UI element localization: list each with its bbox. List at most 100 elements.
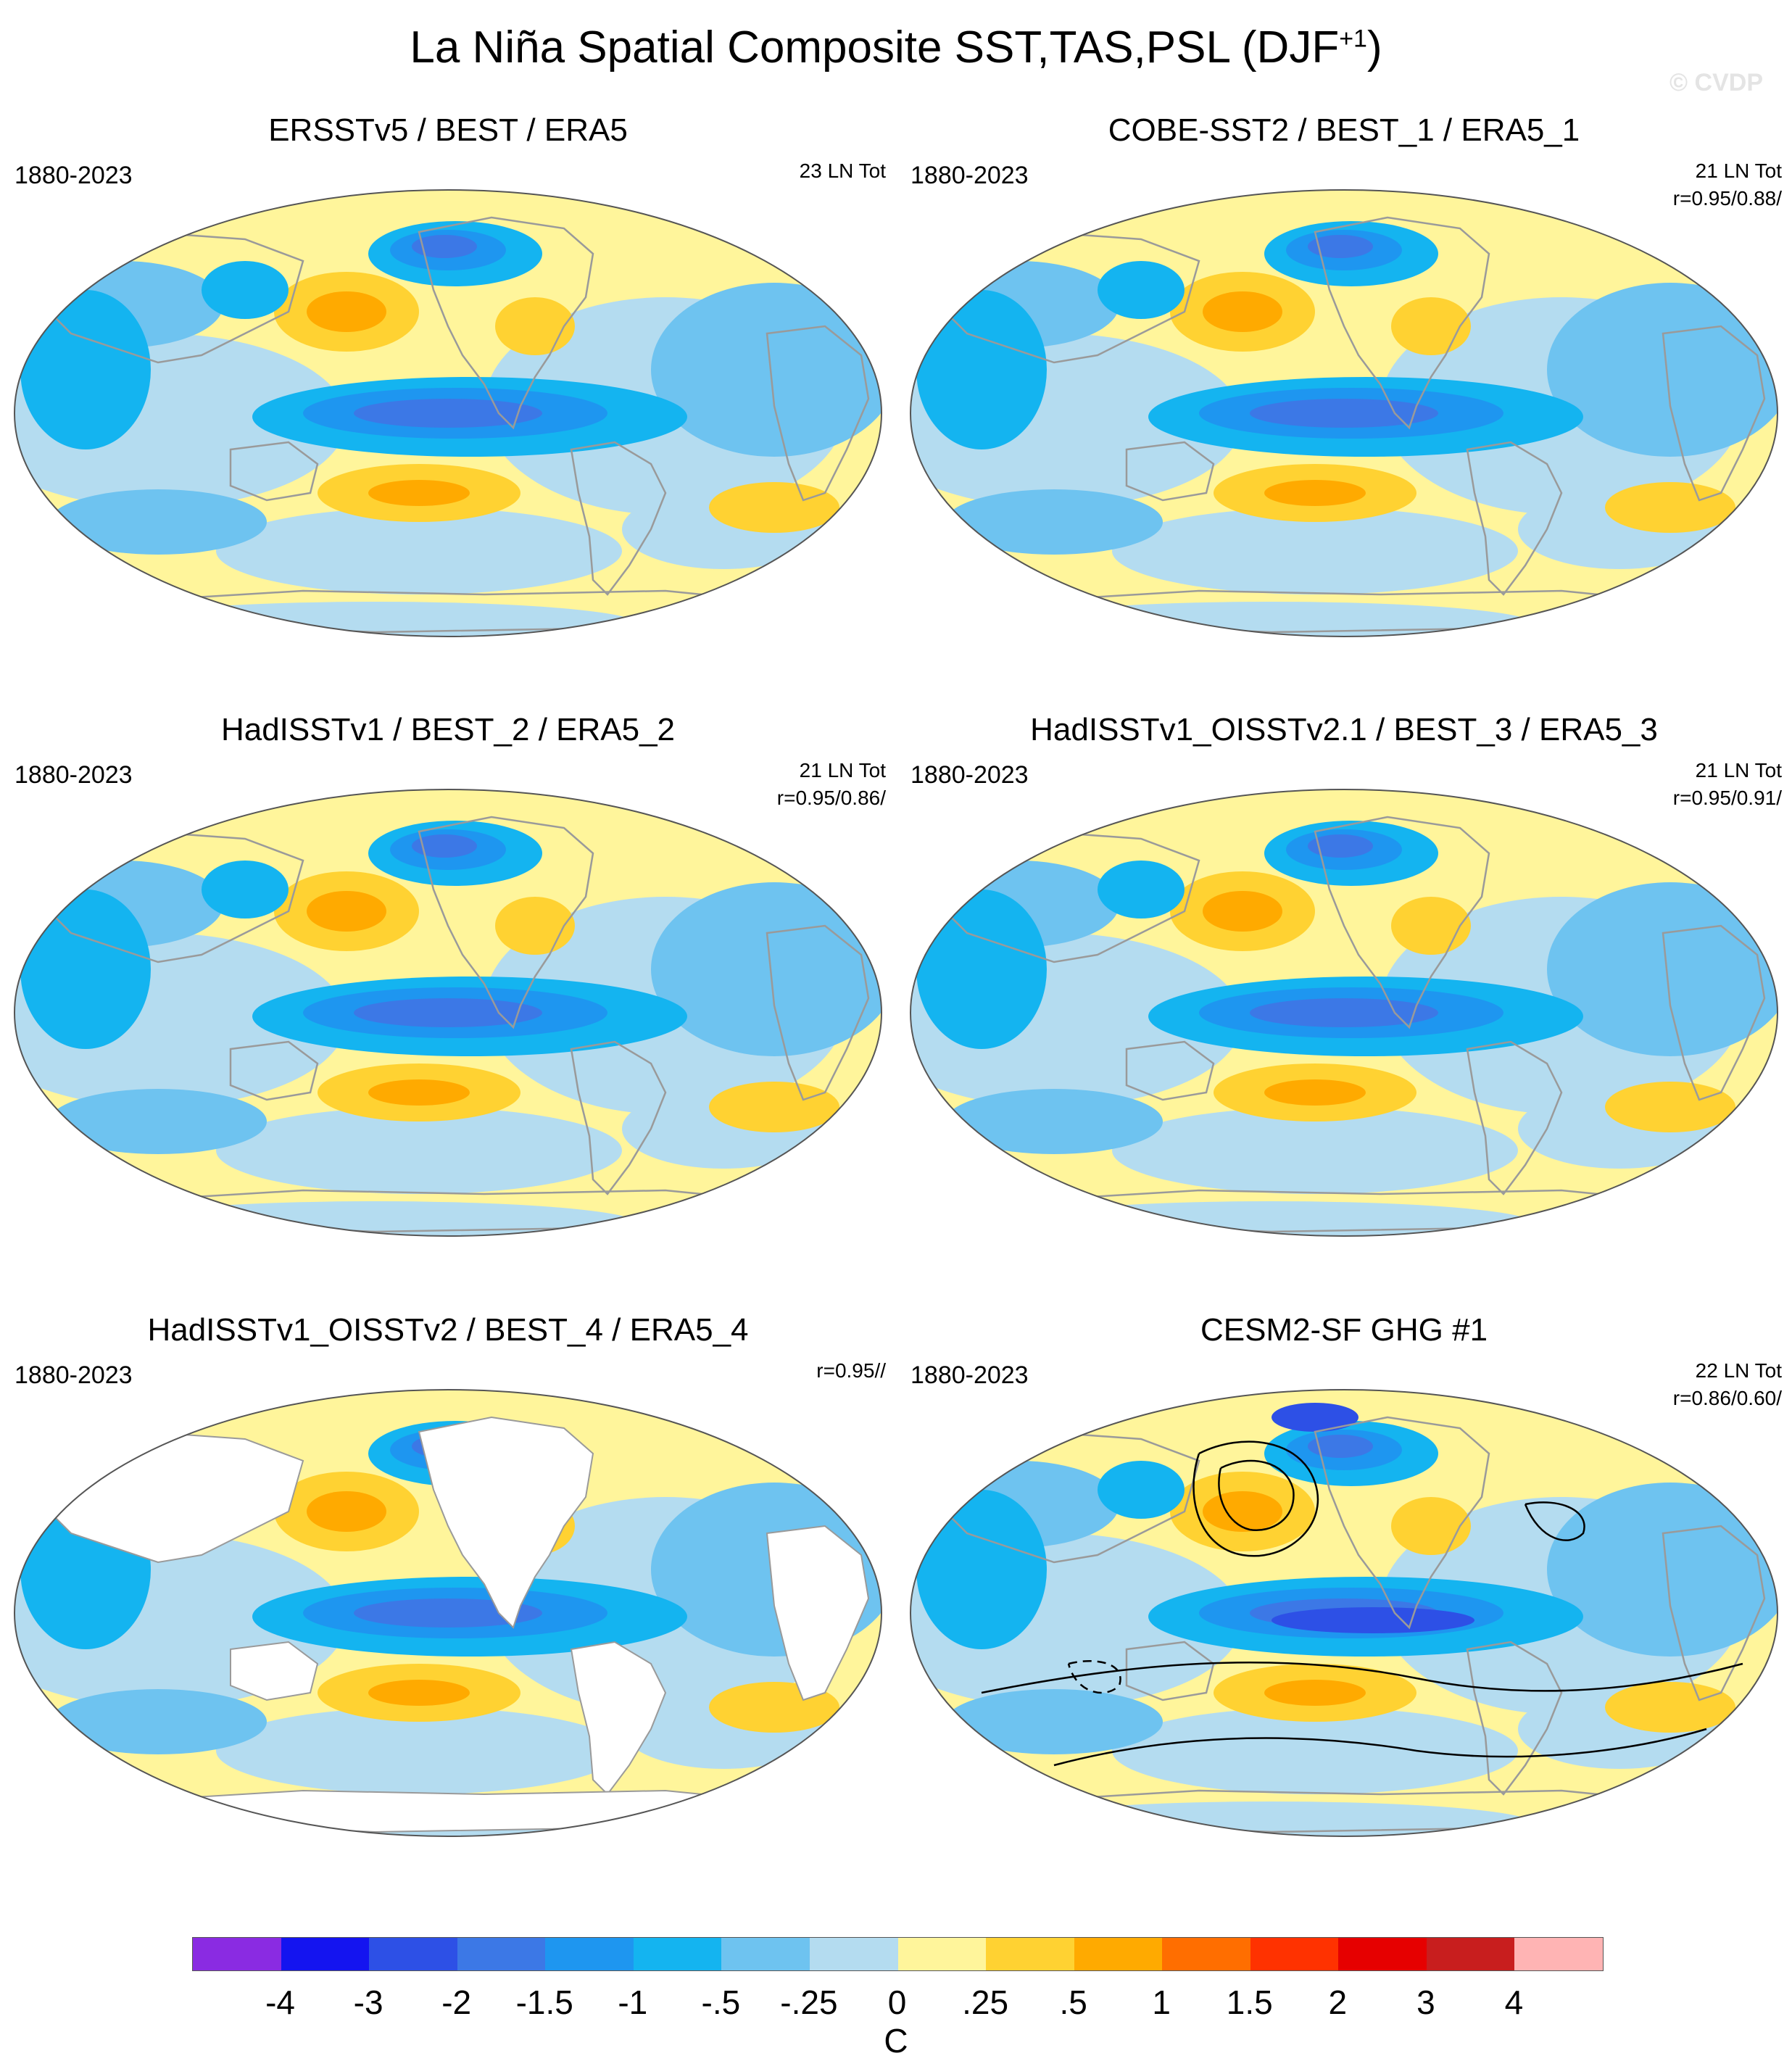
- map-field: [910, 1390, 1778, 1836]
- anomaly-region: [916, 290, 1047, 449]
- map-field: [14, 789, 882, 1236]
- anomaly-region: [1098, 261, 1185, 319]
- colorbar-swatch: [193, 1938, 281, 1970]
- coastline: [418, 816, 594, 1029]
- colorbar-tick-label: -1.5: [515, 1983, 573, 2021]
- colorbar-tick-label: -2: [441, 1983, 472, 2021]
- figure-title: La Niña Spatial Composite SST,TAS,PSL (D…: [410, 22, 1382, 72]
- colorbar-swatch: [633, 1938, 722, 1970]
- map-panel: CESM2-SF GHG #1 1880-2023 22 LN Tot r=0.86/…: [896, 1312, 1792, 1914]
- coastline: [418, 216, 594, 430]
- anomaly-region: [916, 1490, 1047, 1649]
- panel-stat-count: 23 LN Tot: [799, 159, 886, 182]
- coastline: [1314, 216, 1490, 430]
- map-border: [14, 1389, 882, 1837]
- anomaly-region: [1098, 1461, 1185, 1519]
- coastline: [937, 231, 1200, 364]
- panel-title: COBE-SST2 / BEST_1 / ERA5_1: [1108, 112, 1580, 148]
- panel-stat-count: 21 LN Tot: [1695, 759, 1782, 781]
- anomaly-region: [412, 834, 477, 858]
- psl-contours: [981, 1440, 1743, 1767]
- map-panel: HadISSTv1_OISSTv2 / BEST_4 / ERA5_4 1880-…: [0, 1312, 896, 1914]
- anomaly-region: [1112, 1707, 1518, 1794]
- colorbar-swatch: [1162, 1938, 1250, 1970]
- pressure-contour: [1524, 1501, 1585, 1541]
- anomaly-region: [1605, 482, 1735, 533]
- anomaly-region: [1112, 1107, 1518, 1194]
- anomaly-region: [1391, 297, 1471, 355]
- anomaly-region: [1391, 897, 1471, 955]
- coastline: [230, 1641, 319, 1701]
- pressure-contour: [1053, 1728, 1707, 1767]
- panel-title: HadISSTv1_OISSTv2.1 / BEST_3 / ERA5_3: [1030, 712, 1658, 747]
- colorbar: [192, 1937, 1604, 1971]
- anomaly-region: [49, 489, 267, 555]
- panel-stats: 23 LN Tot: [800, 157, 886, 185]
- world-map: [910, 189, 1778, 637]
- colorbar-tick-label: 4: [1504, 1983, 1524, 2021]
- colorbar-swatch: [281, 1938, 370, 1970]
- coastline: [1466, 1641, 1563, 1796]
- anomaly-region: [1264, 480, 1366, 506]
- anomaly-region: [1203, 891, 1282, 932]
- anomaly-region: [1308, 834, 1373, 858]
- coastline: [1314, 816, 1490, 1029]
- coastline: [570, 1040, 667, 1195]
- colorbar-unit: C: [884, 2022, 908, 2060]
- coastline: [41, 231, 304, 364]
- anomaly-region: [1308, 1435, 1373, 1458]
- coastline: [1314, 1416, 1490, 1630]
- panel-stat-count: 21 LN Tot: [799, 759, 886, 781]
- panel-stats: 21 LN Tot r=0.95/0.86/: [777, 757, 886, 812]
- map-field: [910, 190, 1778, 637]
- anomaly-region: [368, 480, 470, 506]
- colorbar-tick-label: 1: [1152, 1983, 1171, 2021]
- anomaly-region: [307, 291, 386, 332]
- anomaly-region: [1203, 291, 1282, 332]
- anomaly-region: [495, 297, 575, 355]
- colorbar-tick-label: -.25: [780, 1983, 838, 2021]
- panel-years: 1880-2023: [910, 1361, 1029, 1389]
- colorbar-tick-label: 1.5: [1226, 1983, 1273, 2021]
- colorbar-labels: -4 -3 -2 -1.5 -1 -.5 -.25 0 .25 .5 1 1.5 2 3 4: [0, 1983, 1792, 2026]
- colorbar-swatch: [369, 1938, 457, 1970]
- coastline: [570, 1641, 667, 1796]
- panel-years: 1880-2023: [14, 761, 133, 789]
- map-border: [14, 789, 882, 1237]
- anomaly-region: [20, 290, 151, 449]
- colorbar-tick-label: 2: [1328, 1983, 1348, 2021]
- panel-stats: 21 LN Tot r=0.95/0.88/: [1673, 157, 1782, 212]
- coastline: [766, 1525, 870, 1701]
- anomaly-region: [216, 507, 622, 594]
- anomaly-region: [1264, 1680, 1366, 1706]
- map-field: [910, 789, 1778, 1236]
- coastline: [570, 441, 667, 596]
- coastline: [937, 830, 1200, 963]
- colorbar-tick-label: -.5: [701, 1983, 741, 2021]
- colorbar-swatch: [1250, 1938, 1339, 1970]
- anomaly-region: [49, 1089, 267, 1154]
- colorbar-swatch: [1426, 1938, 1515, 1970]
- coastline: [1662, 325, 1766, 502]
- anomaly-region: [1264, 1079, 1366, 1106]
- anomaly-region: [1272, 1607, 1474, 1633]
- coastline: [937, 1430, 1200, 1564]
- anomaly-region: [709, 482, 839, 533]
- panel-stat-correlation: r=0.95/0.86/: [776, 787, 886, 809]
- anomaly-region: [945, 1089, 1163, 1154]
- anomaly-region: [412, 235, 477, 258]
- world-map: [14, 1389, 882, 1837]
- coastline: [1466, 1040, 1563, 1195]
- colorbar-swatch: [986, 1938, 1074, 1970]
- colorbar-swatch: [809, 1938, 898, 1970]
- anomaly-region: [49, 1689, 267, 1754]
- anomaly-region: [945, 489, 1163, 555]
- anomaly-region: [368, 1079, 470, 1106]
- coastline: [1125, 441, 1215, 502]
- coastline: [1662, 924, 1766, 1101]
- panel-stats: 22 LN Tot r=0.86/0.60/: [1673, 1357, 1782, 1412]
- coastline: [1125, 1641, 1215, 1701]
- anomaly-region: [20, 890, 151, 1049]
- coastline: [229, 441, 319, 502]
- panel-title: ERSSTv5 / BEST / ERA5: [268, 112, 628, 148]
